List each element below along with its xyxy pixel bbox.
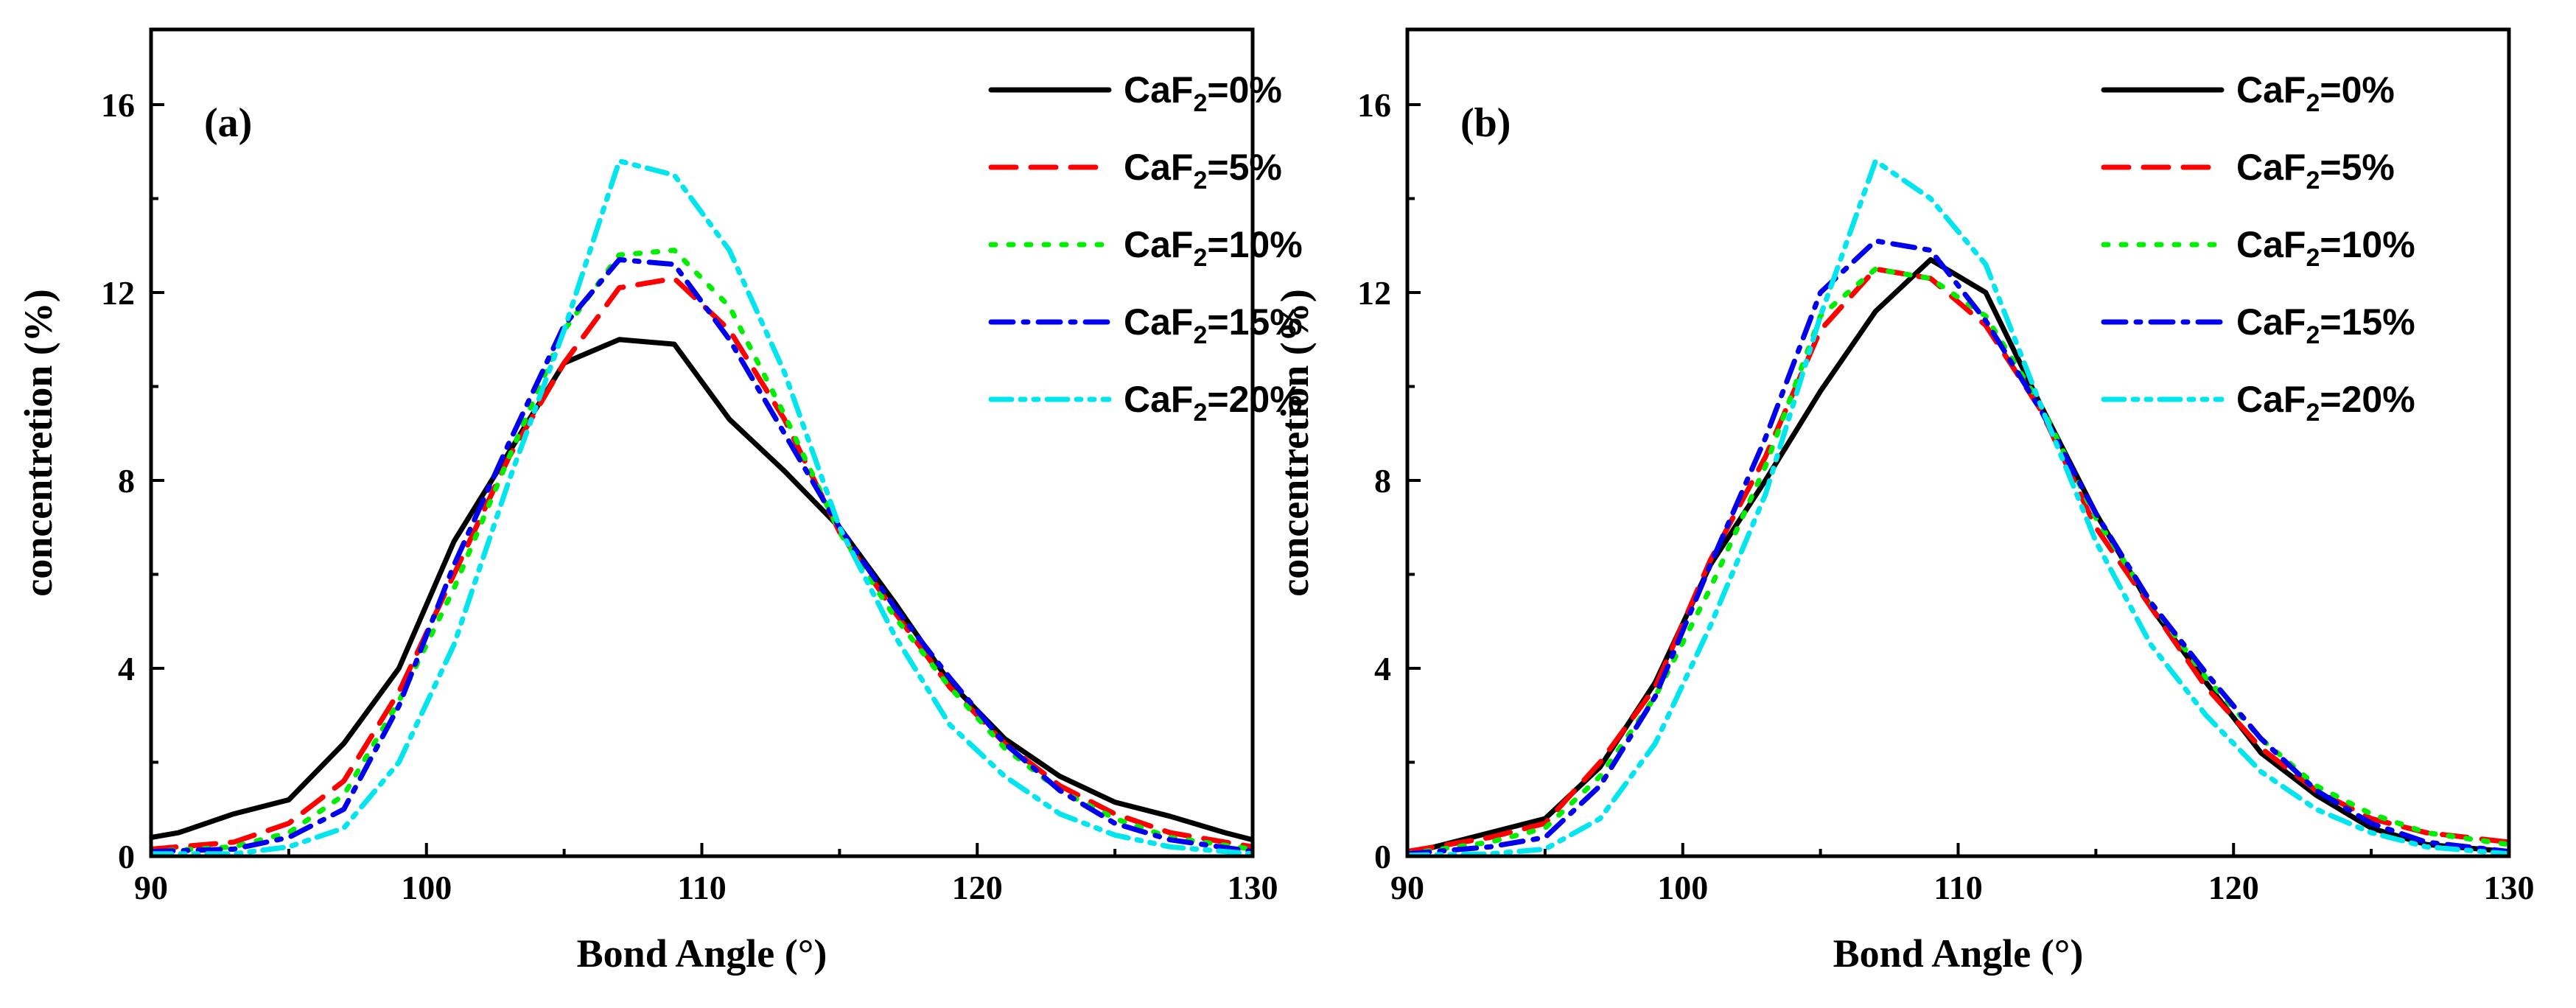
y-tick-label: 0 [118, 838, 135, 875]
series-line-4 [151, 158, 1253, 856]
legend-label-2: CaF2=10% [2236, 224, 2415, 272]
legend-label-base: CaF [2236, 147, 2306, 188]
legend-label-subscript: 2 [2306, 399, 2320, 427]
legend-label-value: =5% [2320, 147, 2394, 188]
series-lines [151, 158, 1253, 856]
legend-label-value: =0% [1207, 69, 1281, 111]
legend-label-0: CaF2=0% [1124, 69, 1282, 117]
panel-label: (a) [204, 100, 252, 146]
legend-label-base: CaF [1124, 379, 1193, 420]
legend-label-base: CaF [2236, 224, 2306, 265]
y-axis-title: concentretion (%) [16, 289, 60, 596]
legend-label-1: CaF2=5% [2236, 147, 2395, 195]
y-tick-label: 4 [1374, 650, 1391, 687]
legend-label-value: =15% [1207, 301, 1302, 343]
legend-label-value: =10% [2320, 224, 2415, 265]
series-lines [1407, 158, 2509, 856]
legend-label-base: CaF [2236, 69, 2306, 111]
y-tick-label: 16 [1357, 86, 1391, 124]
legend: CaF2=0%CaF2=5%CaF2=10%CaF2=15%CaF2=20% [988, 69, 1303, 427]
legend-label-subscript: 2 [1193, 89, 1207, 117]
legend-label-1: CaF2=5% [1124, 147, 1282, 195]
legend-label-base: CaF [1124, 147, 1193, 188]
legend-label-value: =15% [2320, 301, 2415, 343]
x-axis-title: Bond Angle (°) [577, 931, 827, 976]
series-line-3 [1407, 238, 2509, 856]
panel-label: (b) [1460, 100, 1511, 146]
series-line-1 [1407, 266, 2509, 855]
x-tick-label: 130 [2484, 869, 2535, 906]
legend-label-base: CaF [2236, 379, 2306, 420]
legend-label-4: CaF2=20% [1124, 379, 1303, 427]
legend-label-subscript: 2 [1193, 244, 1207, 272]
x-tick-label: 90 [1390, 869, 1424, 906]
x-tick-label: 130 [1228, 869, 1278, 906]
legend-label-base: CaF [1124, 69, 1193, 111]
x-tick-label: 90 [134, 869, 168, 906]
legend-label-value: =20% [1207, 379, 1302, 420]
chart-panel-b: 90 100 110 120 130 0 4 8 12 16 Bond Angle (°) conce… [1273, 27, 2535, 976]
y-tick-label: 8 [1374, 462, 1391, 500]
x-tick-label: 110 [677, 869, 726, 906]
legend-label-value: =10% [1207, 224, 1302, 265]
legend-label-subscript: 2 [2306, 244, 2320, 272]
x-tick-label: 100 [401, 869, 452, 906]
legend-label-base: CaF [1124, 224, 1193, 265]
legend: CaF2=0%CaF2=5%CaF2=10%CaF2=15%CaF2=20% [2101, 69, 2415, 427]
legend-label-base: CaF [2236, 301, 2306, 343]
x-axis-title: Bond Angle (°) [1833, 931, 2084, 976]
legend-label-value: =0% [2320, 69, 2394, 111]
legend-label-subscript: 2 [2306, 167, 2320, 195]
legend-label-base: CaF [1124, 301, 1193, 343]
legend-label-value: =5% [1207, 147, 1281, 188]
y-axis-title: concentretion (%) [1273, 289, 1317, 596]
series-line-0 [1407, 256, 2509, 856]
y-tick-label: 8 [118, 462, 135, 500]
y-tick-label: 0 [1374, 838, 1391, 875]
legend-label-value: =20% [2320, 379, 2415, 420]
legend-label-subscript: 2 [1193, 399, 1207, 427]
legend-label-subscript: 2 [1193, 321, 1207, 349]
x-tick-label: 100 [1657, 869, 1708, 906]
legend-label-0: CaF2=0% [2236, 69, 2395, 117]
chart-panel-a: 90 100 110 120 130 0 4 8 12 16 Bond Angle (°) conce… [16, 27, 1303, 976]
legend-label-2: CaF2=10% [1124, 224, 1303, 272]
x-tick-label: 120 [952, 869, 1003, 906]
x-tick-label: 110 [1933, 869, 1982, 906]
y-tick-label: 4 [118, 650, 135, 687]
series-line-0 [151, 337, 1253, 843]
y-tick-label: 16 [101, 86, 135, 124]
legend-label-4: CaF2=20% [2236, 379, 2415, 427]
legend-label-3: CaF2=15% [2236, 301, 2415, 349]
series-line-2 [151, 248, 1253, 855]
x-tick-label: 120 [2208, 869, 2259, 906]
legend-label-subscript: 2 [2306, 89, 2320, 117]
legend-label-subscript: 2 [1193, 167, 1207, 195]
y-tick-label: 12 [1357, 274, 1391, 312]
series-line-2 [1407, 266, 2509, 856]
series-line-1 [151, 276, 1253, 852]
legend-label-subscript: 2 [2306, 321, 2320, 349]
y-tick-label: 12 [101, 274, 135, 312]
series-line-3 [151, 256, 1253, 855]
legend-label-3: CaF2=15% [1124, 301, 1303, 349]
series-line-4 [1407, 158, 2509, 856]
plot-frame [149, 27, 1255, 858]
